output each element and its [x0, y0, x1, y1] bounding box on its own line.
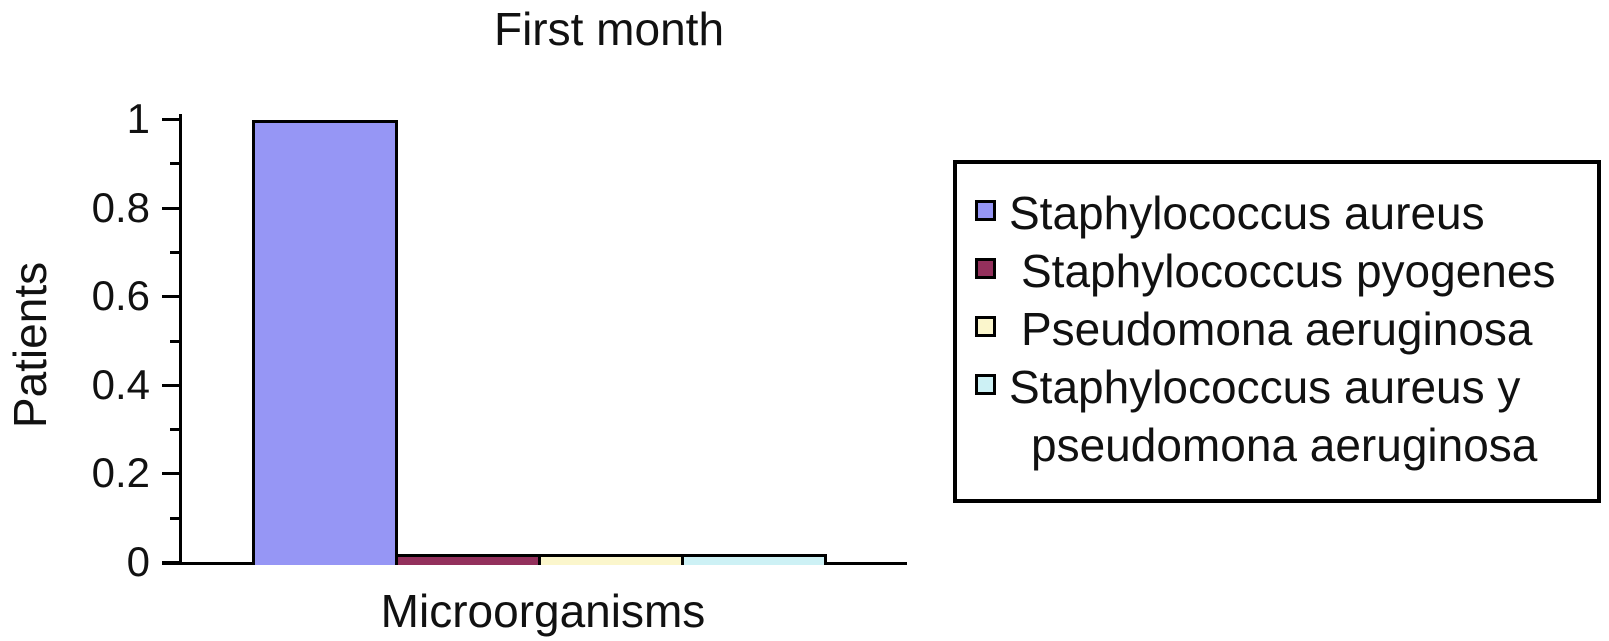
- bar-staphylococcus-aureus-y-pseudomona-aeruginosa: [681, 554, 827, 565]
- legend-item-label: Staphylococcus aureus y pseudomona aerug…: [1009, 361, 1538, 471]
- legend-item: Staphylococcus aureus y pseudomona aerug…: [973, 358, 1587, 474]
- y-axis-line: [179, 114, 182, 565]
- legend-swatch-staphylococcus-pyogenes: [975, 258, 996, 279]
- legend-swatch-staphylococcus-aureus: [975, 200, 996, 221]
- y-axis-minor-tick: [170, 162, 180, 166]
- legend-box: Staphylococcus aureus Staphylococcus pyog…: [953, 160, 1601, 503]
- y-axis-major-tick: [162, 383, 180, 387]
- chart-title: First month: [493, 3, 725, 55]
- y-axis-minor-tick: [170, 339, 180, 343]
- y-tick-label: 0.2: [91, 449, 150, 497]
- legend-swatch-pseudomona-aeruginosa: [975, 316, 996, 337]
- y-axis-major-tick: [162, 206, 180, 210]
- legend-swatch-staphylococcus-aureus-y-pseudomona-aeruginosa: [975, 374, 996, 395]
- y-tick-label: 0.6: [91, 272, 150, 320]
- y-axis-minor-tick: [170, 250, 180, 254]
- bar-pseudomona-aeruginosa: [538, 554, 684, 565]
- legend-item: Staphylococcus aureus: [973, 184, 1587, 242]
- y-axis-major-tick: [162, 561, 180, 564]
- y-axis-minor-tick: [170, 428, 180, 432]
- y-tick-label: 1: [126, 95, 150, 142]
- y-axis-major-tick: [162, 472, 180, 476]
- y-axis-major-tick: [162, 118, 180, 121]
- x-axis-label: Microorganisms: [380, 585, 706, 637]
- y-tick-label: 0.8: [91, 183, 150, 231]
- y-tick-label: 0.4: [91, 360, 150, 408]
- legend-item: Staphylococcus pyogenes: [973, 242, 1587, 300]
- legend-item-label: Pseudomona aeruginosa: [1021, 303, 1533, 355]
- legend-item: Pseudomona aeruginosa: [973, 300, 1587, 358]
- bar-staphylococcus-pyogenes: [395, 554, 541, 565]
- bar-staphylococcus-aureus: [252, 120, 398, 565]
- y-axis-major-tick: [162, 295, 180, 299]
- legend-item-label: Staphylococcus pyogenes: [1021, 245, 1556, 297]
- legend-items: Staphylococcus aureus Staphylococcus pyog…: [973, 184, 1587, 474]
- legend-item-label: Staphylococcus aureus: [1009, 187, 1485, 239]
- y-tick-label: 0: [126, 538, 150, 585]
- y-axis-minor-tick: [170, 516, 180, 520]
